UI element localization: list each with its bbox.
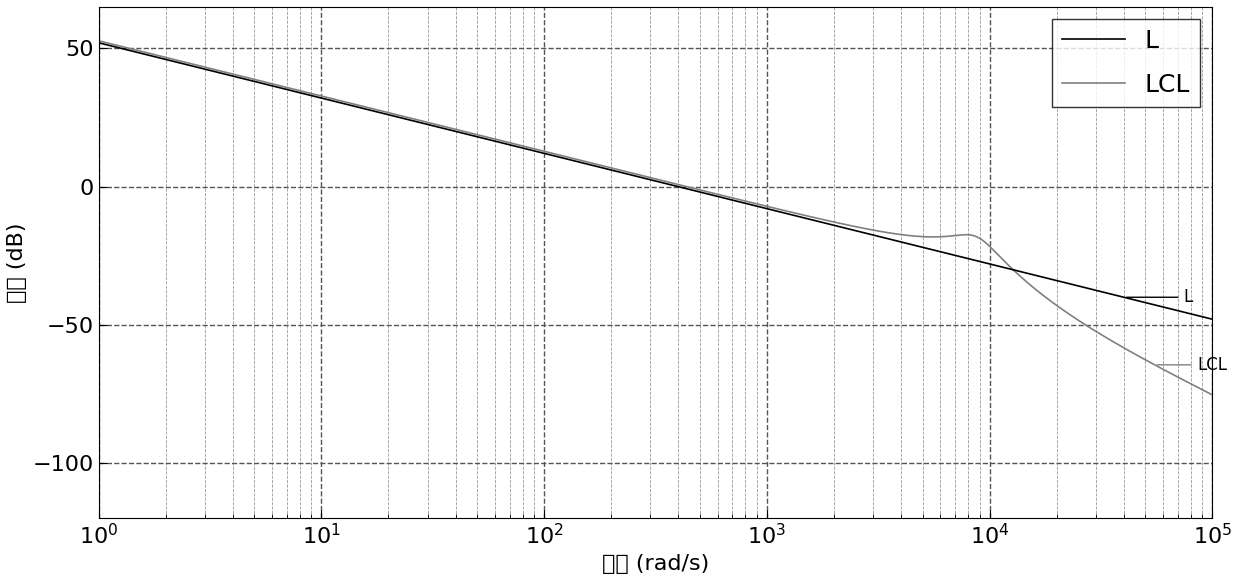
L [92,40,107,46]
L [1206,315,1220,322]
Line: L: L [99,43,1213,319]
LCL [1132,354,1147,361]
LCL [764,204,779,211]
Text: L: L [1183,288,1193,306]
LCL [807,214,821,221]
LCL [888,231,903,238]
L [618,170,633,177]
Text: LCL: LCL [1197,356,1227,374]
L [1132,298,1147,305]
Y-axis label: 幅值 (dB): 幅值 (dB) [7,223,27,303]
LCL [92,37,107,44]
LCL [618,168,633,175]
X-axis label: 频率 (rad/s): 频率 (rad/s) [602,554,709,574]
LCL [369,106,384,113]
LCL [1206,392,1220,399]
L [807,217,821,224]
L [369,108,384,115]
Legend: L, LCL: L, LCL [1052,19,1201,107]
Line: LCL: LCL [99,41,1213,395]
L [888,237,903,244]
L [764,206,779,213]
